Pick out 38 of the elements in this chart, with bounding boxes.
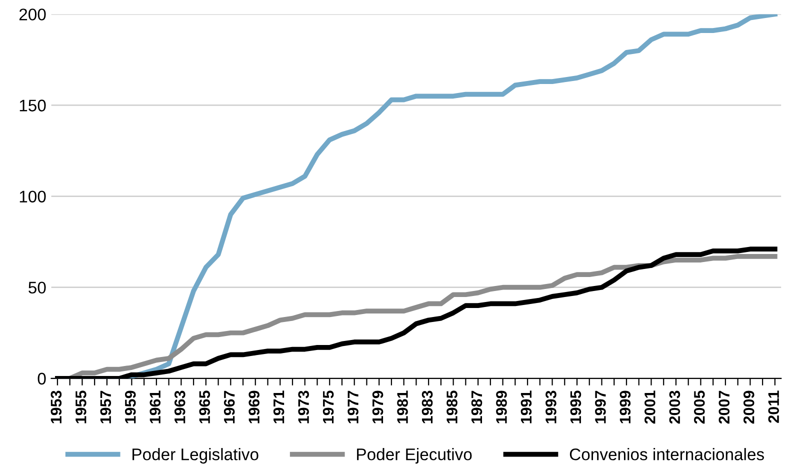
x-tick-label: 1977	[348, 390, 358, 424]
x-tick-label: 1997	[595, 390, 606, 424]
x-tick-label: 1987	[471, 390, 482, 424]
x-tick-label: 1967	[224, 390, 235, 424]
x-tick-label: 2007	[718, 390, 730, 424]
y-tick-label: 0	[38, 372, 46, 385]
x-tick-label: 2001	[644, 390, 656, 424]
x-tick-label: 2003	[669, 390, 680, 424]
y-tick-label: 200	[19, 8, 46, 20]
legend-label: Poder Ejecutivo	[357, 448, 472, 464]
x-tick-label: 1975	[322, 390, 334, 424]
x-tick-label: 1979	[372, 390, 384, 424]
x-tick-label: 1991	[520, 390, 532, 424]
x-tick-label: 1961	[150, 390, 161, 424]
x-tick-label: 2005	[694, 390, 705, 424]
x-tick-label: 1995	[570, 390, 582, 424]
x-tick-label: 1955	[75, 390, 86, 424]
legend-label: Poder Legislativo	[132, 448, 258, 464]
x-tick-label: 1973	[298, 390, 309, 424]
y-tick-label: 100	[20, 190, 46, 202]
x-tick-label: 1969	[248, 390, 260, 424]
x-tick-label: 1959	[124, 390, 136, 424]
x-tick-label: 1999	[620, 390, 631, 424]
x-tick-label: 1965	[199, 390, 210, 424]
legend-label: Convenios internacionales	[570, 448, 764, 460]
x-tick-label: 1957	[100, 390, 112, 424]
x-tick-label: 1989	[496, 390, 507, 424]
x-tick-label: 2009	[743, 390, 754, 424]
x-tick-label: 1985	[446, 390, 458, 424]
x-tick-label: 1963	[174, 390, 186, 424]
x-tick-label: 2011	[768, 390, 780, 423]
y-tick-label: 150	[20, 100, 46, 112]
x-tick-label: 1993	[546, 390, 556, 424]
x-tick-label: 1983	[422, 390, 433, 424]
x-tick-label: 1981	[397, 390, 408, 424]
y-tick-label: 50	[28, 282, 46, 294]
x-tick-label: 1953	[50, 390, 62, 424]
x-tick-label: 1971	[273, 390, 284, 424]
